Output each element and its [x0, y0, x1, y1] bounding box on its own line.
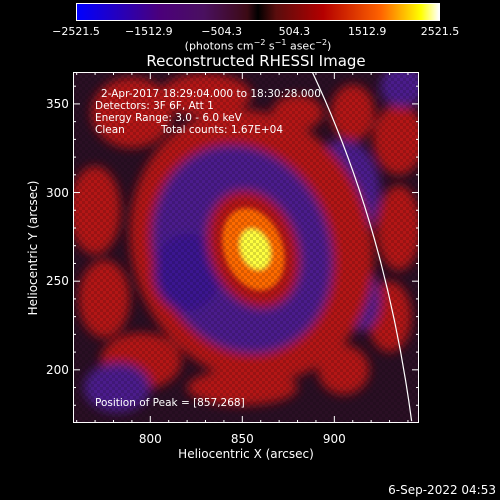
x-tick-label: 850: [230, 432, 254, 446]
colorbar-tick-label: 1512.9: [347, 25, 387, 38]
heatmap: [73, 72, 419, 423]
y-tick-label: 200: [46, 362, 69, 377]
colorbar-tick-label: −504.3: [201, 25, 242, 38]
y-tick-label: 250: [46, 274, 69, 289]
x-axis-label: Heliocentric X (arcsec): [178, 447, 314, 461]
plot-title: Reconstructed RHESSI Image: [146, 52, 366, 70]
time-range-label: 2-Apr-2017 18:29:04.000 to 18:30:28.000: [101, 88, 321, 100]
peak-position-label: Position of Peak = [857,268]: [95, 397, 245, 409]
x-tick-label: 800: [138, 432, 162, 446]
colorbar-tick-label: −2521.5: [52, 25, 100, 38]
x-tick-label: 900: [322, 432, 346, 446]
y-tick-label: 350: [46, 96, 69, 111]
timestamp: 6-Sep-2022 04:53: [388, 483, 496, 497]
colorbar-tick-label: 2521.5: [420, 25, 460, 38]
solar-limb: [311, 72, 413, 422]
image-panel: 2-Apr-2017 18:29:04.000 to 18:30:28.000 …: [73, 72, 419, 423]
algorithm-label: Clean: [95, 124, 125, 136]
y-tick-label: 300: [46, 185, 69, 200]
colorbar-tick-label: −1512.9: [124, 25, 173, 38]
total-counts-label: Total counts: 1.67E+04: [161, 124, 284, 136]
colorbar: [76, 3, 440, 21]
y-axis-label: Heliocentric Y (arcsec): [26, 180, 40, 316]
colorbar-tick-label: 504.3: [278, 25, 311, 38]
colorbar-units: (photons cm−2 s−1 asec−2): [184, 38, 332, 53]
energy-range-label: Energy Range: 3.0 - 6.0 keV: [95, 112, 242, 124]
detectors-label: Detectors: 3F 6F, Att 1: [95, 100, 214, 112]
